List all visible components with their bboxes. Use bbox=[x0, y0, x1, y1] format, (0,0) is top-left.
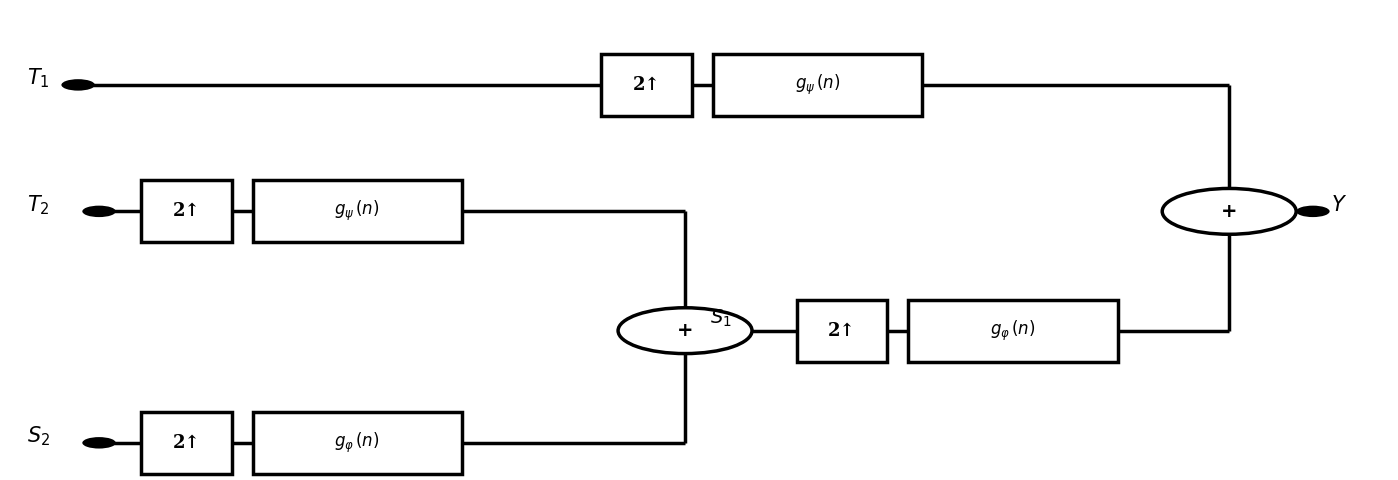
Circle shape bbox=[82, 205, 116, 217]
Circle shape bbox=[618, 308, 752, 354]
FancyBboxPatch shape bbox=[713, 54, 923, 116]
Text: 2↑: 2↑ bbox=[172, 203, 200, 220]
Text: 2↑: 2↑ bbox=[633, 76, 660, 94]
Circle shape bbox=[62, 79, 95, 91]
Text: $g_\psi\,(n)$: $g_\psi\,(n)$ bbox=[334, 199, 380, 224]
FancyBboxPatch shape bbox=[797, 300, 888, 362]
Text: 2↑: 2↑ bbox=[828, 322, 856, 340]
Circle shape bbox=[82, 437, 116, 448]
FancyBboxPatch shape bbox=[141, 180, 232, 242]
FancyBboxPatch shape bbox=[253, 412, 461, 474]
FancyBboxPatch shape bbox=[253, 180, 461, 242]
Circle shape bbox=[1296, 205, 1329, 217]
Circle shape bbox=[1162, 189, 1296, 234]
Text: $S_1$: $S_1$ bbox=[710, 308, 733, 329]
Text: 2↑: 2↑ bbox=[172, 434, 200, 452]
FancyBboxPatch shape bbox=[909, 300, 1117, 362]
FancyBboxPatch shape bbox=[141, 412, 232, 474]
FancyBboxPatch shape bbox=[601, 54, 692, 116]
Text: $S_2$: $S_2$ bbox=[27, 425, 49, 448]
Text: $g_\psi\,(n)$: $g_\psi\,(n)$ bbox=[795, 73, 840, 97]
Text: $T_2$: $T_2$ bbox=[27, 193, 49, 217]
Text: $g_\varphi\,(n)$: $g_\varphi\,(n)$ bbox=[990, 319, 1036, 343]
Text: +: + bbox=[1220, 202, 1237, 221]
Text: +: + bbox=[677, 321, 693, 340]
Text: $Y$: $Y$ bbox=[1331, 195, 1348, 215]
Text: $T_1$: $T_1$ bbox=[27, 67, 49, 91]
Text: $g_\varphi\,(n)$: $g_\varphi\,(n)$ bbox=[334, 431, 380, 455]
